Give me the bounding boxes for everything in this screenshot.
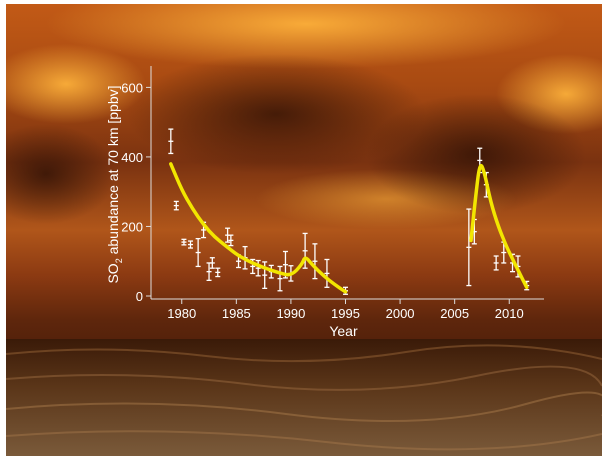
data-point xyxy=(173,200,179,211)
x-tick-label: 1990 xyxy=(276,306,305,321)
x-tick-label: 2005 xyxy=(440,306,469,321)
data-point xyxy=(255,259,261,277)
x-ticks: 1980 1985 1990 1995 2000 2005 2010 xyxy=(167,299,524,321)
data-point xyxy=(195,237,201,268)
y-tick-label: 600 xyxy=(121,80,143,95)
data-point xyxy=(181,238,187,246)
y-axis-label: SO2 abundance at 70 km [ppbv] xyxy=(105,85,124,283)
x-tick-label: 1995 xyxy=(331,306,360,321)
data-point xyxy=(302,232,308,269)
data-point xyxy=(466,208,472,287)
y-tick-label: 0 xyxy=(136,289,143,304)
fit-curves xyxy=(169,162,529,294)
data-point xyxy=(209,257,215,269)
fit-curve xyxy=(169,162,348,294)
data-point xyxy=(228,234,234,247)
data-point xyxy=(324,258,330,288)
data-point xyxy=(215,267,221,278)
y-ticks: 0 200 400 600 xyxy=(121,80,151,304)
axes xyxy=(150,66,544,300)
venus-background-image xyxy=(6,4,602,456)
data-point xyxy=(168,128,174,155)
y-label-rest: abundance at 70 km [ppbv] xyxy=(105,85,121,258)
data-point xyxy=(206,262,212,282)
x-tick-label: 1985 xyxy=(222,306,251,321)
chart-frame: 0 200 400 600 1980 1985 1990 1995 2000 2005 2010 … xyxy=(6,4,602,456)
x-tick-label: 2000 xyxy=(386,306,415,321)
data-point xyxy=(277,265,283,292)
x-axis-label: Year xyxy=(329,323,358,339)
data-point xyxy=(187,240,193,249)
y-tick-label: 200 xyxy=(121,219,143,234)
data-point xyxy=(493,255,499,271)
x-tick-label: 2010 xyxy=(495,306,524,321)
x-tick-label: 1980 xyxy=(167,306,196,321)
data-point xyxy=(312,243,318,280)
fit-curve xyxy=(469,163,529,290)
y-label-subscript: 2 xyxy=(114,258,124,263)
y-label-so: SO xyxy=(105,263,121,283)
y-tick-label: 400 xyxy=(121,150,143,165)
